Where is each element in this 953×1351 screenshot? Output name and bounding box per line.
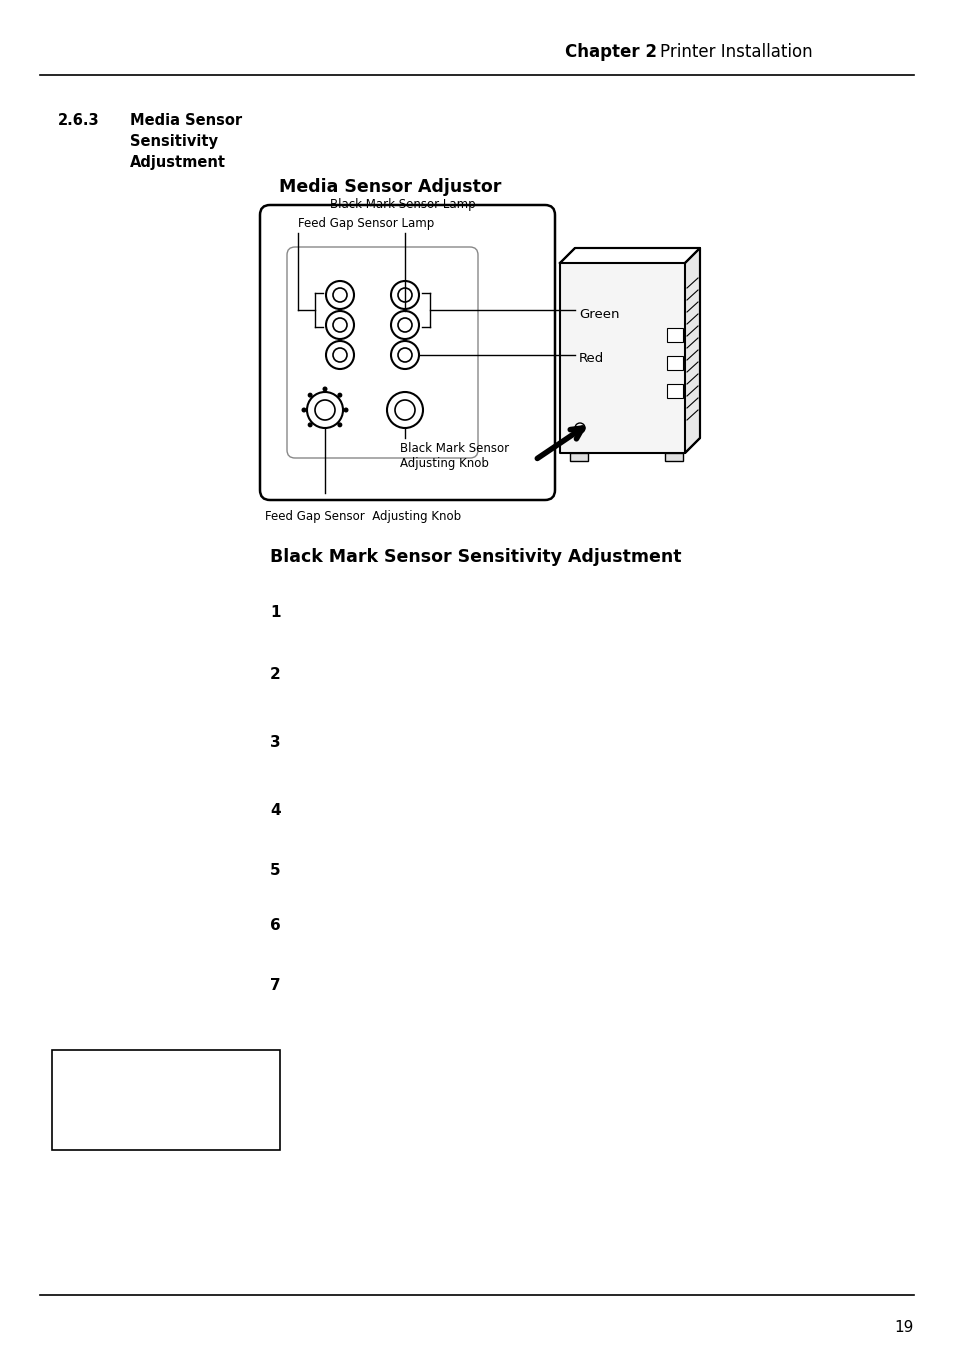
Text: Media Sensor: Media Sensor [130,113,242,128]
FancyBboxPatch shape [260,205,555,500]
Text: Red: Red [578,353,603,366]
Text: 6: 6 [270,917,280,934]
Circle shape [397,317,412,332]
Polygon shape [684,249,700,453]
Text: Adjustment: Adjustment [130,155,226,170]
Circle shape [575,423,584,434]
Circle shape [395,400,415,420]
Text: Sensitivity: Sensitivity [130,134,218,149]
Circle shape [323,388,327,390]
Circle shape [387,392,422,428]
Circle shape [344,408,348,412]
FancyBboxPatch shape [287,247,477,458]
Circle shape [326,311,354,339]
Circle shape [333,288,347,303]
Bar [666,357,682,370]
Bar [52,1050,280,1150]
Circle shape [391,311,418,339]
Text: Black Mark Sensor
Adjusting Knob: Black Mark Sensor Adjusting Knob [399,442,509,470]
Text: Feed Gap Sensor  Adjusting Knob: Feed Gap Sensor Adjusting Knob [265,509,460,523]
Polygon shape [559,263,684,453]
Text: 5: 5 [270,863,280,878]
Text: 2.6.3: 2.6.3 [58,113,99,128]
Bar [666,328,682,342]
Text: Printer Installation: Printer Installation [659,43,812,61]
Text: 2: 2 [270,667,280,682]
Text: 19: 19 [894,1320,913,1335]
Text: 1: 1 [270,605,280,620]
Circle shape [302,408,306,412]
Circle shape [314,400,335,420]
Bar [666,384,682,399]
Circle shape [337,423,341,427]
Circle shape [326,281,354,309]
Circle shape [308,423,312,427]
Text: Black Mark Sensor Sensitivity Adjustment: Black Mark Sensor Sensitivity Adjustment [270,549,680,566]
Text: 4: 4 [270,802,280,817]
Circle shape [308,393,312,397]
Circle shape [391,340,418,369]
Circle shape [333,349,347,362]
Circle shape [326,340,354,369]
Text: 3: 3 [270,735,280,750]
Circle shape [397,288,412,303]
Circle shape [333,317,347,332]
Text: Green: Green [578,308,618,320]
Circle shape [397,349,412,362]
Bar [664,453,682,461]
Circle shape [307,392,343,428]
Text: Chapter 2: Chapter 2 [564,43,657,61]
Text: Media Sensor Adjustor: Media Sensor Adjustor [278,178,500,196]
Text: Feed Gap Sensor Lamp: Feed Gap Sensor Lamp [297,218,434,230]
Circle shape [337,393,341,397]
Circle shape [391,281,418,309]
Text: Black Mark Sensor Lamp: Black Mark Sensor Lamp [330,199,476,211]
Text: 7: 7 [270,978,280,993]
Bar [569,453,587,461]
